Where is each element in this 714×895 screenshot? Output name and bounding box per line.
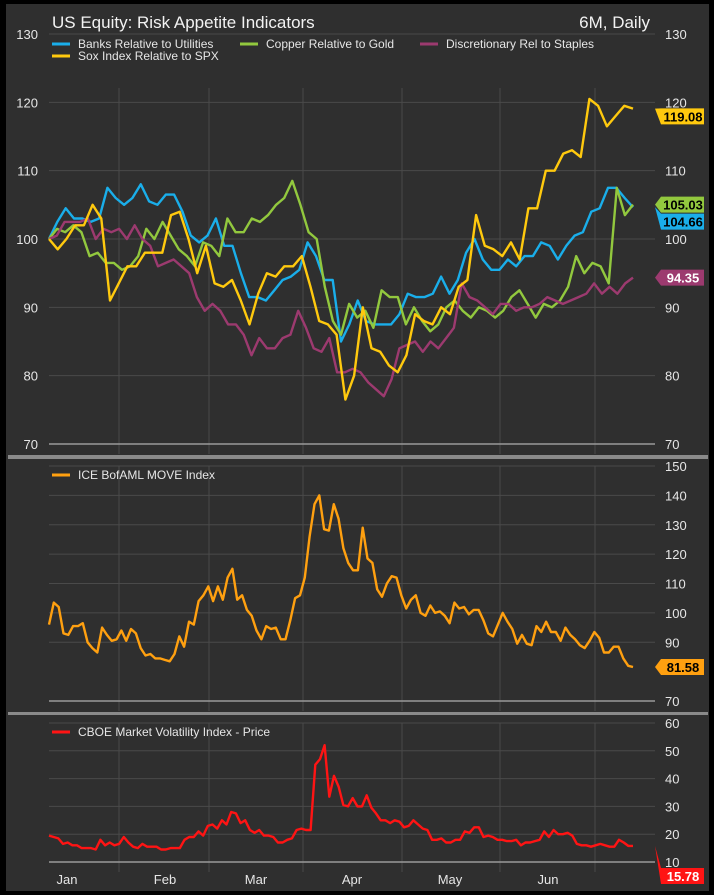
right-axis-tick-label: 110 (665, 577, 686, 592)
last-value-label: 94.35 (667, 271, 700, 286)
last-value-label: 81.58 (667, 660, 700, 675)
last-value-label: 15.78 (667, 869, 700, 884)
last-value-tags: 119.08 105.03 104.66 94.35 81.58 15.78 (655, 108, 704, 884)
series-line-banks-relative-to-utilities (47, 183, 634, 343)
last-value-tag-bg (655, 196, 704, 213)
last-value-tag-bg (655, 658, 704, 675)
x-axis-month-label: Mar (245, 872, 268, 887)
right-axis-tick-label: 90 (665, 300, 679, 315)
last-value-tag: 81.58 (655, 658, 704, 675)
legend-label: Copper Relative to Gold (266, 37, 394, 51)
left-axis-tick-label: 100 (16, 232, 38, 247)
right-axis-tick-label: 10 (665, 855, 679, 870)
chart-background (6, 4, 709, 891)
left-axis-tick-label: 70 (24, 437, 38, 452)
right-axis-tick-label: 120 (665, 95, 687, 110)
right-axis-tick-label: 70 (665, 437, 679, 452)
last-value-tag-bg (655, 207, 704, 230)
last-value-tag: 105.03 (655, 196, 704, 213)
last-value-tag: 104.66 (655, 207, 704, 230)
left-axis-tick-label: 80 (24, 369, 38, 384)
right-axis-tick-label: 150 (665, 459, 687, 474)
right-axis-tick-label: 70 (665, 694, 679, 709)
series-line-ice-bofaml-move-index (47, 494, 634, 669)
legend-label: CBOE Market Volatility Index - Price (78, 725, 270, 739)
last-value-tag: 119.08 (655, 108, 704, 125)
right-axis-tick-label: 140 (665, 488, 687, 503)
series-line-copper-relative-to-gold (48, 179, 634, 336)
legend-label: Discretionary Rel to Staples (446, 37, 594, 51)
chart-title: US Equity: Risk Appetite Indicators (52, 13, 315, 32)
right-axis-tick-label: 100 (665, 606, 687, 621)
right-axis-tick-label: 30 (665, 799, 679, 814)
last-value-label: 119.08 (663, 109, 702, 124)
series-lines (47, 97, 634, 851)
right-axis-tick-label: 110 (665, 164, 686, 179)
left-axis-tick-label: 120 (16, 95, 38, 110)
panel-divider-2[interactable] (8, 712, 708, 715)
x-axis-month-label: Apr (342, 872, 363, 887)
right-axis-tick-label: 50 (665, 744, 679, 759)
right-axis-tick-label: 80 (665, 369, 679, 384)
period-label: 6M, Daily (579, 13, 650, 32)
series-line-cboe-market-volatility-index-price (48, 744, 633, 851)
legend-label: Banks Relative to Utilities (78, 37, 213, 51)
axes: 70 70 80 80 90 90 100 100 110 110 120 120 130 130 70 90… (16, 27, 686, 887)
legend-label: ICE BofAML MOVE Index (78, 468, 215, 482)
last-value-label: 104.66 (663, 215, 703, 230)
legend-label: Sox Index Relative to SPX (78, 49, 219, 63)
right-axis-tick-label: 40 (665, 772, 679, 787)
panel-divider-1[interactable] (8, 455, 708, 459)
right-axis-tick-label: 60 (665, 716, 679, 731)
last-value-tag: 15.78 (655, 845, 704, 884)
last-value-tag-bg (655, 845, 704, 884)
legends: Banks Relative to Utilities Copper Relati… (52, 37, 594, 739)
left-axis-tick-label: 90 (24, 300, 38, 315)
last-value-tag: 94.35 (655, 269, 704, 286)
last-value-tag-bg (655, 108, 704, 125)
right-axis-tick-label: 90 (665, 635, 679, 650)
x-axis-month-label: Jan (57, 872, 78, 887)
series-line-sox-index-relative-to-spx (48, 97, 634, 401)
right-axis-tick-label: 20 (665, 827, 679, 842)
gridlines (49, 33, 655, 872)
right-axis-tick-label: 130 (665, 27, 687, 42)
x-axis-month-label: May (438, 872, 463, 887)
last-value-label: 105.03 (663, 198, 703, 213)
last-value-tag-bg (655, 269, 704, 286)
x-axis-month-label: Feb (154, 872, 176, 887)
right-axis-tick-label: 130 (665, 518, 687, 533)
left-axis-tick-label: 130 (16, 27, 38, 42)
right-axis-tick-label: 100 (665, 232, 687, 247)
right-axis-tick-label: 120 (665, 547, 687, 562)
left-axis-tick-label: 110 (17, 164, 38, 179)
x-axis-month-label: Jun (538, 872, 559, 887)
